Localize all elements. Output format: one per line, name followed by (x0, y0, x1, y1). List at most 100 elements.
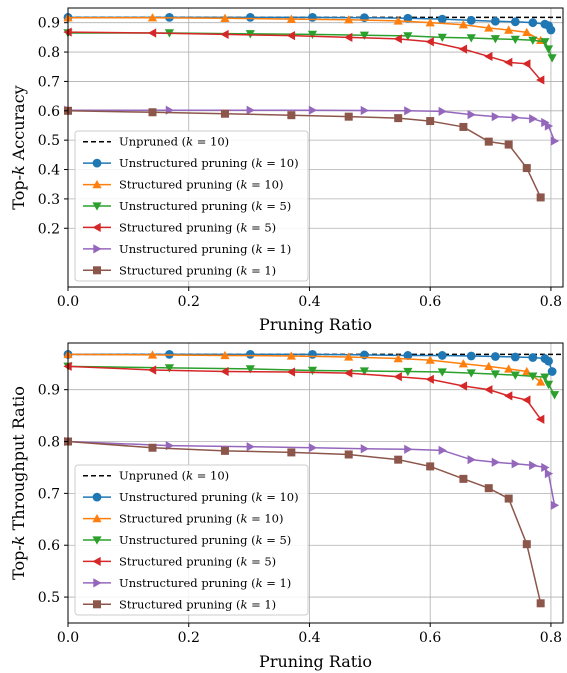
legend-marker (92, 222, 101, 233)
data-point (403, 367, 413, 377)
x-axis-label: Pruning Ratio (259, 315, 372, 334)
legend-marker (92, 513, 102, 523)
data-point (511, 459, 520, 469)
series-3 (63, 13, 546, 44)
y-tick-label: 0.7 (38, 486, 60, 502)
data-point (359, 31, 369, 40)
data-point (466, 34, 476, 43)
data-point (403, 351, 413, 360)
legend-item: Structured pruning (k = 5) (83, 220, 276, 234)
data-point (490, 35, 500, 44)
data-point (543, 380, 554, 390)
data-point (164, 364, 175, 373)
data-point (536, 599, 545, 608)
x-tick-label: 0.0 (57, 294, 79, 310)
data-point (220, 446, 229, 455)
legend-label: Structured pruning (k = 5) (119, 554, 276, 568)
data-point (393, 372, 402, 382)
data-point (536, 414, 545, 424)
data-point (286, 351, 296, 360)
data-point (458, 359, 468, 368)
data-point (544, 356, 553, 366)
series-4 (63, 362, 560, 400)
data-point (522, 395, 531, 405)
data-point (165, 105, 175, 115)
data-point (344, 15, 354, 24)
data-point (484, 23, 494, 32)
data-point (546, 25, 556, 35)
data-point (547, 54, 557, 63)
x-tick-label: 0.0 (57, 630, 79, 646)
data-point (393, 34, 402, 44)
data-point (510, 17, 520, 27)
data-point (504, 364, 514, 373)
y-tick-label: 0.6 (38, 104, 60, 120)
series-6 (64, 105, 560, 146)
legend-label: Unpruned (k = 10) (119, 135, 229, 149)
data-point (147, 350, 158, 359)
data-point (344, 112, 353, 121)
data-point (504, 391, 513, 401)
data-point (484, 361, 494, 371)
data-point (549, 391, 560, 400)
y-tick-label: 0.6 (38, 538, 60, 554)
y-axis-label: Top-k Throughput Ratio (9, 386, 28, 580)
y-tick-label: 0.8 (38, 45, 60, 61)
x-axis-label: Pruning Ratio (259, 652, 372, 671)
legend-label: Unstructured pruning (k = 1) (119, 242, 291, 256)
legend-label: Unpruned (k = 10) (119, 469, 229, 483)
y-tick-label: 0.5 (38, 590, 60, 606)
legend-label: Unstructured pruning (k = 10) (119, 490, 299, 504)
data-point (147, 13, 158, 22)
legend-item: Unstructured pruning (k = 1) (83, 242, 291, 256)
y-tick-label: 0.3 (38, 192, 60, 208)
data-point (510, 371, 520, 380)
data-point (394, 455, 403, 464)
data-point (458, 20, 468, 29)
y-tick-label: 0.4 (38, 163, 60, 179)
x-tick-label: 0.2 (178, 630, 200, 646)
series-line (67, 440, 542, 604)
legend-item: Structured pruning (k = 1) (83, 597, 276, 611)
data-point (220, 29, 229, 40)
data-point (541, 462, 550, 473)
chart-panel-2: 0.0 0.2 0.4 0.6 0.8 0.5 0.6 0.7 0.8 0.9 Pruning Ra… (9, 342, 564, 671)
data-point (536, 193, 545, 202)
x-tick-label: 0.6 (419, 630, 441, 646)
y-tick-label: 0.7 (38, 74, 60, 90)
legend-label: Unstructured pruning (k = 5) (119, 199, 291, 213)
data-point (543, 45, 554, 54)
data-point (286, 31, 296, 41)
data-point (490, 370, 500, 379)
data-point (308, 12, 317, 22)
legend-item: Structured pruning (k = 5) (83, 554, 276, 568)
x-tick-label: 0.2 (178, 294, 200, 310)
data-point (466, 351, 476, 361)
data-point (484, 137, 493, 146)
data-point (394, 114, 403, 123)
legend-marker (93, 578, 102, 588)
legend-label: Structured pruning (k = 1) (119, 263, 276, 277)
data-point (220, 350, 230, 360)
series-7 (64, 106, 545, 202)
legend-item: Structured pruning (k = 10) (83, 512, 284, 526)
y-axis-label: Top-k Accuracy (9, 85, 28, 209)
legend-item: Unpruned (k = 10) (83, 469, 229, 483)
legend-marker (92, 158, 102, 168)
data-point (245, 365, 255, 374)
data-point (528, 372, 538, 381)
series-7 (64, 437, 545, 608)
data-point (220, 109, 229, 118)
legend: Unpruned (k = 10) Unstructured pruning (k… (74, 464, 309, 616)
data-point (437, 14, 447, 24)
data-point (540, 38, 550, 47)
data-point (458, 381, 468, 391)
legend-item: Unstructured pruning (k = 5) (83, 533, 291, 547)
data-point (287, 448, 296, 457)
data-point (504, 494, 513, 503)
data-point (344, 368, 353, 378)
legend-marker (93, 244, 102, 254)
plot-frame (67, 342, 564, 624)
data-point (360, 444, 369, 454)
